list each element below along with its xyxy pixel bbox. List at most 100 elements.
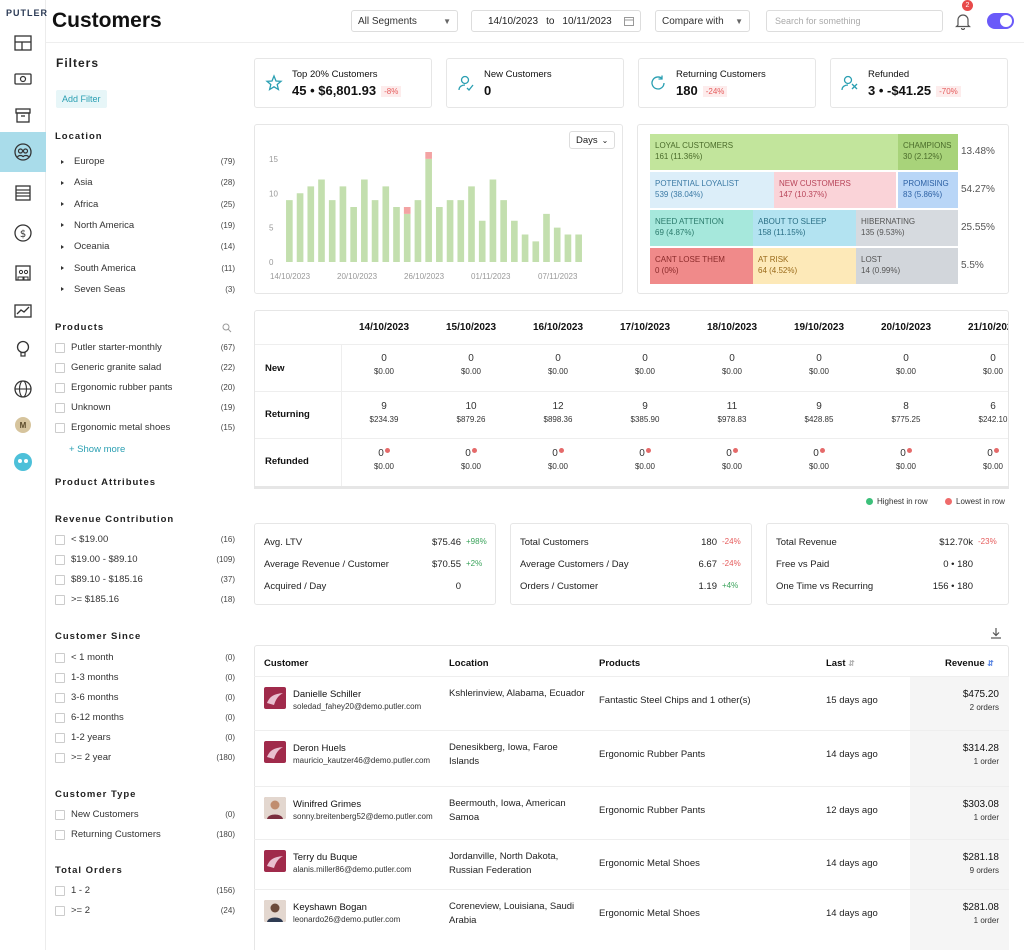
bar-customers[interactable] xyxy=(532,241,540,262)
checkbox[interactable] xyxy=(55,402,65,413)
returning-cell[interactable]: 8 $775.25 xyxy=(867,401,945,424)
nav-sales[interactable] xyxy=(0,60,46,98)
products-filter-item[interactable]: Ergonomic metal shoes (15) xyxy=(55,422,235,433)
location-filter-item[interactable]: South America (11) xyxy=(55,263,235,274)
revenue-filter-item[interactable]: $19.00 - $89.10 (109) xyxy=(55,554,235,565)
bar-customers[interactable] xyxy=(393,207,400,262)
checkbox[interactable] xyxy=(55,554,65,565)
customer-name[interactable]: Winifred Grimes xyxy=(293,799,362,810)
nav-orders[interactable] xyxy=(0,96,46,134)
download-icon[interactable] xyxy=(990,627,1002,639)
products-filter-item[interactable]: Generic granite salad (22) xyxy=(55,362,235,373)
refunded-cell[interactable]: 0 $0.00 xyxy=(867,448,945,471)
bar-refunded[interactable] xyxy=(403,207,411,214)
nav-audience[interactable] xyxy=(0,254,46,292)
product-attributes-title[interactable]: Product Attributes xyxy=(55,477,157,488)
returning-cell[interactable]: 9 $428.85 xyxy=(780,401,858,424)
type-filter-item[interactable]: New Customers (0) xyxy=(55,809,235,820)
new-cell[interactable]: 0 $0.00 xyxy=(345,353,423,376)
refunded-cell[interactable]: 0 $0.00 xyxy=(432,448,510,471)
nav-global[interactable] xyxy=(0,370,46,408)
bar-customers[interactable] xyxy=(414,200,422,262)
checkbox[interactable] xyxy=(55,594,65,605)
new-cell[interactable]: 0 $0.00 xyxy=(780,353,858,376)
nav-customers[interactable] xyxy=(0,132,46,172)
theme-toggle[interactable] xyxy=(987,13,1014,29)
col-header-last[interactable]: Last ⇵ xyxy=(826,658,855,669)
products-filter-item[interactable]: Unknown (19) xyxy=(55,402,235,413)
checkbox[interactable] xyxy=(55,809,65,820)
bar-customers[interactable] xyxy=(489,179,497,263)
interval-select[interactable]: Days ⌄ xyxy=(569,131,616,149)
nav-dashboard[interactable] xyxy=(0,24,46,62)
segment-tile[interactable]: About to Sleep 158 (11.15%) xyxy=(753,210,856,246)
customer-row[interactable]: Keyshawn Bogan leonardo26@demo.putler.com… xyxy=(254,889,1009,939)
segment-select[interactable]: All Segments ▼ xyxy=(351,10,458,32)
segment-tile[interactable]: Loyal Customers 161 (11.36%) xyxy=(650,134,898,170)
refunded-cell[interactable]: 0 $0.00 xyxy=(345,448,423,471)
bar-customers[interactable] xyxy=(575,234,582,263)
location-filter-item[interactable]: Oceania (14) xyxy=(55,241,235,252)
location-filter-item[interactable]: Asia (28) xyxy=(55,177,235,188)
bar-customers[interactable] xyxy=(361,179,368,263)
bar-customers[interactable] xyxy=(457,200,465,262)
customer-row[interactable]: Deron Huels mauricio_kautzer46@demo.putle… xyxy=(254,730,1009,780)
since-filter-item[interactable]: < 1 month (0) xyxy=(55,652,235,663)
new-cell[interactable]: 0 $0.00 xyxy=(519,353,597,376)
checkbox[interactable] xyxy=(55,712,65,723)
segment-tile[interactable]: Champions 30 (2.12%) xyxy=(898,134,958,170)
checkbox[interactable] xyxy=(55,752,65,763)
bar-customers[interactable] xyxy=(350,207,357,262)
bar-customers[interactable] xyxy=(468,186,475,262)
since-filter-item[interactable]: 1-3 months (0) xyxy=(55,672,235,683)
checkbox[interactable] xyxy=(55,422,65,433)
nav-subscriptions[interactable]: $ xyxy=(0,214,46,252)
col-header-revenue[interactable]: Revenue ⇵ xyxy=(945,658,994,669)
horizontal-scrollbar[interactable] xyxy=(254,486,1009,489)
since-filter-item[interactable]: 1-2 years (0) xyxy=(55,732,235,743)
checkbox[interactable] xyxy=(55,672,65,683)
show-more-products-link[interactable]: + Show more xyxy=(69,444,126,455)
bar-customers[interactable] xyxy=(446,200,454,262)
bar-customers[interactable] xyxy=(328,200,336,262)
customer-name[interactable]: Keyshawn Bogan xyxy=(293,902,367,913)
segment-tile[interactable]: Hibernating 135 (9.53%) xyxy=(856,210,958,246)
checkbox[interactable] xyxy=(55,829,65,840)
checkbox[interactable] xyxy=(55,652,65,663)
add-filter-button[interactable]: Add Filter xyxy=(56,90,107,108)
nav-account[interactable]: M xyxy=(0,406,46,444)
customer-name[interactable]: Terry du Buque xyxy=(293,852,358,863)
bar-customers[interactable] xyxy=(371,200,379,262)
kpi-card-refunded[interactable]: Refunded 3 • -$41.25 -70% xyxy=(830,58,1008,108)
segment-tile[interactable]: At Risk 64 (4.52%) xyxy=(753,248,856,284)
revenue-filter-item[interactable]: >= $185.16 (18) xyxy=(55,594,235,605)
checkbox[interactable] xyxy=(55,382,65,393)
revenue-filter-item[interactable]: $89.10 - $185.16 (37) xyxy=(55,574,235,585)
new-cell[interactable]: 0 $0.00 xyxy=(693,353,771,376)
nav-assistant[interactable] xyxy=(0,443,46,481)
checkbox[interactable] xyxy=(55,534,65,545)
bar-customers[interactable] xyxy=(296,193,304,262)
refunded-cell[interactable]: 0 $0.00 xyxy=(606,448,684,471)
bar-customers[interactable] xyxy=(318,179,325,263)
bar-customers[interactable] xyxy=(478,220,486,262)
col-header-customer[interactable]: Customer xyxy=(264,658,309,669)
bar-customers[interactable] xyxy=(403,213,411,262)
since-filter-item[interactable]: 6-12 months (0) xyxy=(55,712,235,723)
brand-logo[interactable]: PUTLER xyxy=(6,8,48,18)
location-filter-item[interactable]: Seven Seas (3) xyxy=(55,284,235,295)
bar-customers[interactable] xyxy=(307,186,315,262)
bar-customers[interactable] xyxy=(286,200,293,262)
products-filter-item[interactable]: Putler starter-monthly (67) xyxy=(55,342,235,353)
bar-customers[interactable] xyxy=(382,186,390,262)
orders-filter-item[interactable]: >= 2 (24) xyxy=(55,905,235,916)
customer-row[interactable]: Danielle Schiller soledad_fahey20@demo.pu… xyxy=(254,676,1009,726)
new-cell[interactable]: 0 $0.00 xyxy=(867,353,945,376)
bar-customers[interactable] xyxy=(436,207,443,262)
segment-tile[interactable]: Promising 83 (5.86%) xyxy=(898,172,958,208)
refunded-cell[interactable]: 0 $0.00 xyxy=(693,448,771,471)
segment-tile[interactable]: Cant Lose Them 0 (0%) xyxy=(650,248,753,284)
bar-customers[interactable] xyxy=(564,234,572,263)
revenue-filter-item[interactable]: < $19.00 (16) xyxy=(55,534,235,545)
returning-cell[interactable]: 6 $242.10 xyxy=(954,401,1008,424)
